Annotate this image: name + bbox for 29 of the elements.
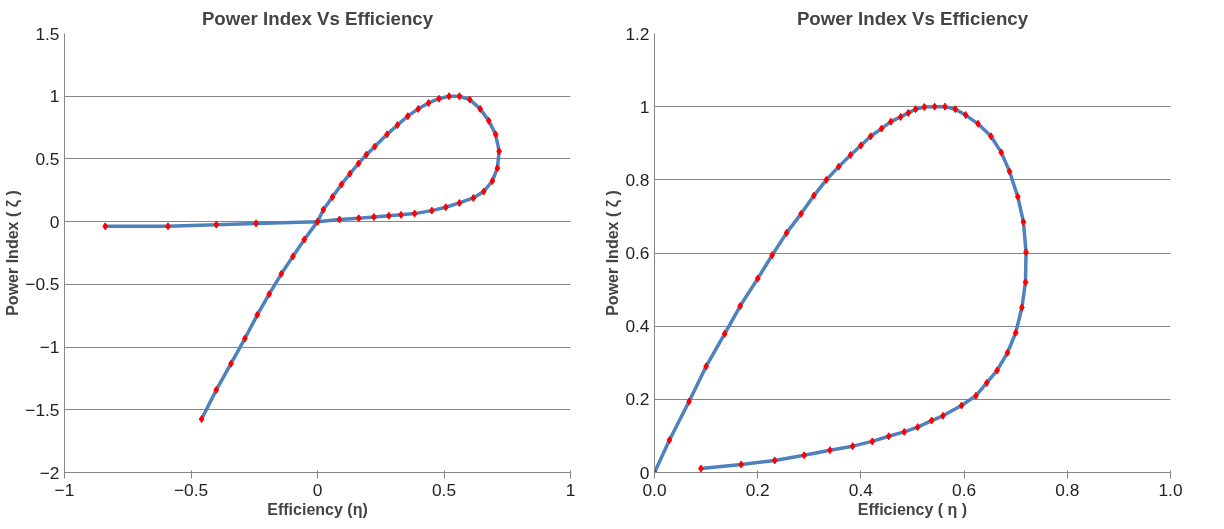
y-tick-label: 1	[49, 86, 60, 107]
x-tick-label: −0.5	[173, 479, 209, 500]
x-tick-label: 0.8	[1055, 479, 1080, 500]
chart-title: Power Index Vs Efficiency	[796, 7, 1029, 29]
y-tick-label: 1.2	[625, 23, 650, 44]
x-axis-title: Efficiency ( η )	[857, 500, 968, 518]
y-tick-label: 0.2	[625, 389, 650, 410]
y-tick-label: 0.4	[625, 316, 650, 337]
x-tick-label: 0.5	[431, 479, 457, 500]
x-tick-label: 0.2	[745, 479, 770, 500]
y-tick-label: −2	[39, 462, 60, 483]
x-tick-label: 1	[565, 479, 576, 500]
y-tick-label: −0.5	[25, 274, 60, 295]
chart-title: Power Index Vs Efficiency	[201, 7, 434, 29]
y-tick-label: 0.5	[35, 148, 60, 169]
y-tick-label: 0.6	[625, 243, 650, 263]
y-tick-label: −1	[39, 337, 60, 358]
y-tick-label: 1	[639, 96, 650, 117]
y-axis-title: Power Index ( ζ )	[3, 190, 22, 316]
y-tick-label: 0.8	[625, 169, 650, 190]
y-tick-label: 0	[49, 211, 60, 232]
x-tick-label: 0.4	[848, 479, 874, 500]
x-tick-label: 0.6	[952, 479, 977, 500]
y-tick-label: 1.5	[35, 23, 60, 44]
x-axis-title: Efficiency (η)	[267, 500, 368, 518]
y-axis-title: Power Index ( ζ )	[603, 190, 622, 316]
x-tick-label: 1.0	[1158, 479, 1183, 500]
x-tick-label: 0	[312, 479, 323, 500]
y-tick-label: −1.5	[25, 399, 60, 420]
